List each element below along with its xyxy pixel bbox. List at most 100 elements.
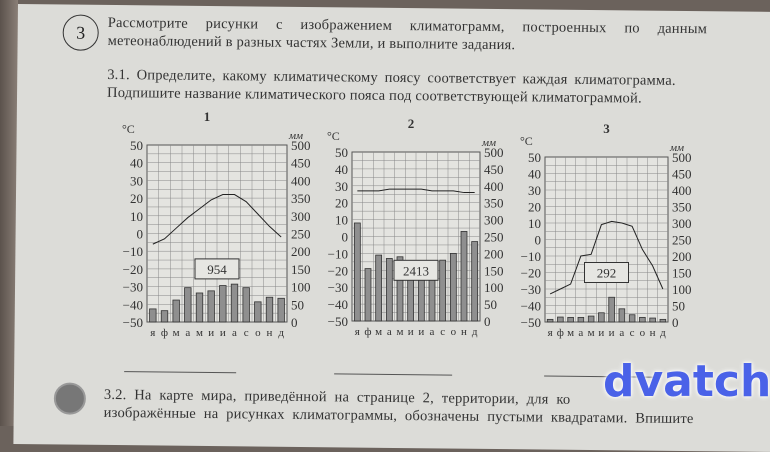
y-tick-left: 0 xyxy=(137,227,144,242)
month-label: д xyxy=(660,327,666,339)
y-tick-left: −50 xyxy=(123,315,143,330)
month-label: а xyxy=(619,327,624,339)
month-label: а xyxy=(387,326,392,338)
precipitation-bar xyxy=(149,308,157,323)
y-tick-right: 0 xyxy=(672,315,679,330)
precipitation-bar xyxy=(265,296,274,323)
y-tick-right: 450 xyxy=(291,156,311,171)
watermark: dvatch xyxy=(603,356,770,407)
month-label: м xyxy=(567,327,574,339)
precipitation-bar xyxy=(649,317,656,323)
y-tick-right: 400 xyxy=(484,179,504,194)
y-tick-left: 50 xyxy=(130,138,143,153)
y-tick-right: 150 xyxy=(291,262,311,277)
y-tick-left: 40 xyxy=(528,167,541,182)
month-label: и xyxy=(208,327,214,339)
month-label: м xyxy=(173,327,180,339)
y-tick-left: −20 xyxy=(123,262,143,277)
chart-title: 2 xyxy=(408,116,415,131)
y-tick-right: 150 xyxy=(484,263,504,278)
y-tick-right: 500 xyxy=(672,150,692,165)
precipitation-bar xyxy=(567,316,574,323)
climatogram-1: 95450403020100−10−20−30−40−5050045040035… xyxy=(122,109,311,339)
month-label: с xyxy=(440,326,445,338)
month-label: м xyxy=(196,327,203,339)
y-tick-right: 450 xyxy=(484,162,504,177)
month-label: н xyxy=(650,327,656,339)
temperature-line xyxy=(357,188,475,194)
month-label: н xyxy=(267,327,273,339)
precipitation-bar xyxy=(375,254,383,322)
y-tick-right: 400 xyxy=(291,173,311,188)
month-label: и xyxy=(408,326,414,338)
y-tick-left: 10 xyxy=(528,216,541,231)
precipitation-bar xyxy=(577,316,585,323)
climatograms: 95450403020100−10−20−30−40−5050045040035… xyxy=(122,109,692,339)
y-tick-right: 500 xyxy=(484,145,504,160)
precipitation-bar xyxy=(353,222,361,322)
precipitation-bar xyxy=(471,241,479,322)
precipitation-bar xyxy=(364,268,372,322)
y-tick-left: 40 xyxy=(130,156,143,171)
annual-precipitation-label: 292 xyxy=(597,266,617,281)
month-label: а xyxy=(232,327,237,339)
chart-title: 1 xyxy=(204,109,211,124)
y-tick-left: −40 xyxy=(328,297,348,312)
precipitation-bar xyxy=(160,310,169,323)
y-tick-left: −20 xyxy=(521,266,541,281)
y-tick-left: 20 xyxy=(528,200,541,215)
y-tick-right: 300 xyxy=(484,213,504,228)
precipitation-bar xyxy=(396,256,404,322)
month-label: о xyxy=(640,327,646,339)
month-label: д xyxy=(472,326,478,338)
y-tick-left: 40 xyxy=(335,162,348,177)
precipitation-bar xyxy=(598,312,605,323)
month-label: ф xyxy=(364,326,371,338)
y-tick-left: −30 xyxy=(328,280,348,295)
month-label: и xyxy=(598,327,604,339)
y-tick-left: 30 xyxy=(528,183,541,198)
y-tick-right: 50 xyxy=(291,297,304,312)
y-tick-left: −10 xyxy=(521,249,541,264)
y-tick-right: 200 xyxy=(291,244,311,259)
precipitation-bar xyxy=(195,292,204,323)
month-label: ф xyxy=(557,327,564,339)
y-tick-right: 250 xyxy=(291,227,311,242)
y-tick-left: 0 xyxy=(535,233,542,248)
month-label: м xyxy=(397,326,404,338)
month-label: а xyxy=(578,327,583,339)
month-label: ф xyxy=(161,327,168,339)
y-tick-left: −10 xyxy=(328,246,348,261)
precipitation-bar xyxy=(254,301,262,323)
y-tick-left: −40 xyxy=(521,299,541,314)
precipitation-bar xyxy=(207,290,215,323)
y-tick-right: 350 xyxy=(672,200,692,215)
precipitation-bar xyxy=(277,297,285,323)
y-tick-right: 350 xyxy=(484,196,504,211)
month-label: д xyxy=(278,327,284,339)
month-label: и xyxy=(609,327,615,339)
y-tick-left: 20 xyxy=(130,191,143,206)
y-label-left: °C xyxy=(520,134,533,148)
y-tick-left: −50 xyxy=(328,314,348,329)
precipitation-bar xyxy=(219,285,227,323)
precipitation-bar xyxy=(628,314,636,323)
y-tick-left: −30 xyxy=(123,280,143,295)
y-tick-right: 500 xyxy=(291,138,311,153)
y-tick-left: 50 xyxy=(528,150,541,165)
y-tick-right: 100 xyxy=(484,280,504,295)
y-tick-right: 100 xyxy=(672,282,692,297)
month-label: я xyxy=(548,327,553,339)
temperature-line xyxy=(549,220,664,295)
y-tick-right: 250 xyxy=(672,233,692,248)
annual-precipitation-box xyxy=(584,262,629,283)
month-label: с xyxy=(244,327,249,339)
y-tick-left: 20 xyxy=(335,196,348,211)
y-tick-left: 10 xyxy=(335,213,348,228)
y-tick-left: 30 xyxy=(130,173,143,188)
precipitation-bar xyxy=(184,287,192,323)
y-tick-right: 200 xyxy=(484,246,504,261)
precipitation-bar xyxy=(659,318,667,323)
month-label: о xyxy=(255,327,261,339)
month-label: о xyxy=(451,326,457,338)
